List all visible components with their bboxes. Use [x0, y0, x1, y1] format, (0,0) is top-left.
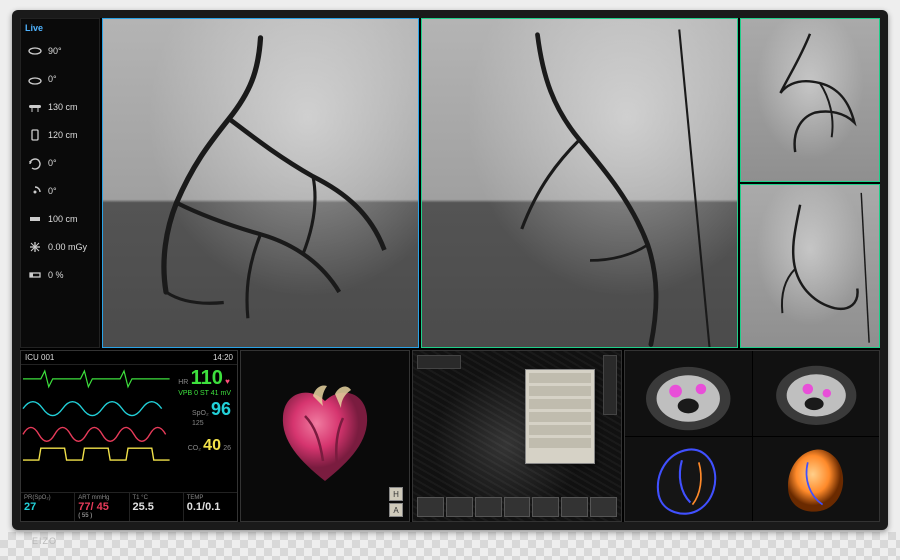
control-value: 0 % [48, 270, 64, 280]
control-value: 0.00 mGy [48, 242, 87, 252]
waveform-area: HR 110 ♥ VPB 0 ST 41 mV SpO₂ 96 125 CO₂ … [21, 365, 237, 492]
brand-label: EIZO [32, 536, 57, 546]
ct-axial-1[interactable] [625, 351, 752, 436]
settings-dialog[interactable] [525, 369, 595, 464]
hr-label: HR [178, 379, 188, 386]
control-gantry-angle[interactable]: 90° [23, 37, 97, 65]
workstation-side-toolbar[interactable] [603, 355, 617, 415]
heart-3d-render[interactable]: H A [240, 350, 410, 522]
ct-axial-2[interactable] [753, 351, 880, 436]
vitals-monitor[interactable]: ICU 001 14:20 HR [20, 350, 238, 522]
vessel-overlay [103, 19, 418, 348]
dose-icon [26, 239, 44, 255]
angiogram-main-2[interactable] [421, 18, 738, 348]
control-c-arm-tilt[interactable]: 0° [23, 177, 97, 205]
co2-sub: 26 [223, 445, 231, 452]
spo2-value: 96 [211, 399, 231, 419]
control-value: 90° [48, 46, 62, 56]
control-table-height[interactable]: 130 cm [23, 93, 97, 121]
ct-recon-orange[interactable] [753, 437, 880, 522]
control-value: 100 cm [48, 214, 78, 224]
co2-value: 40 [203, 437, 221, 454]
detector-angle-icon [26, 71, 44, 87]
heart-icon [265, 376, 385, 496]
angiogram-thumb-2[interactable] [740, 184, 880, 348]
monitor-bezel: EIZO Live 90°0°130 cm120 cm0°0°100 cm0.0… [12, 10, 888, 530]
vitals-t1c: T1 °C25.5 [130, 493, 184, 521]
control-value: 0° [48, 74, 57, 84]
table-height-icon [26, 99, 44, 115]
clock: 14:20 [213, 353, 233, 362]
thumbnail-strip[interactable] [417, 497, 617, 517]
co2-label: CO₂ [188, 445, 201, 452]
fluoroscopy-controls: Live 90° 0° 130 cm 120 cm 0° 0° 100 cm 0.00 mGy… [20, 18, 100, 348]
sid-icon [26, 127, 44, 143]
control-sid[interactable]: 120 cm [23, 121, 97, 149]
control-value: 130 cm [48, 102, 78, 112]
control-value: 0° [48, 186, 57, 196]
ct-recon-blue[interactable] [625, 437, 752, 522]
vessel-overlay [422, 19, 737, 348]
control-value: 120 cm [48, 130, 78, 140]
control-detector-angle[interactable]: 0° [23, 65, 97, 93]
hr-value: 110 [191, 367, 223, 389]
control-dose[interactable]: 0.00 mGy [23, 233, 97, 261]
live-indicator: Live [23, 23, 97, 37]
vitals-artmmhg: ART mmHg77/ 45( 55 ) [75, 493, 129, 521]
workstation-toolbar[interactable] [417, 355, 461, 369]
collimator-icon [26, 211, 44, 227]
orientation-cube-a[interactable]: A [389, 503, 403, 517]
c-arm-rot-icon [26, 155, 44, 171]
c-arm-tilt-icon [26, 183, 44, 199]
room-label: ICU 001 [25, 353, 54, 362]
analysis-workstation[interactable] [412, 350, 622, 522]
hr-aux: VPB 0 ST 41 mV [178, 390, 231, 397]
control-collimator[interactable]: 100 cm [23, 205, 97, 233]
orientation-cube-h[interactable]: H [389, 487, 403, 501]
gantry-angle-icon [26, 43, 44, 59]
screen: Live 90° 0° 130 cm 120 cm 0° 0° 100 cm 0.00 mGy… [20, 18, 880, 522]
filter-icon [26, 267, 44, 283]
angiogram-main-1[interactable] [102, 18, 419, 348]
spo2-label: SpO₂ [192, 410, 209, 417]
spo2-sub: 125 [192, 420, 231, 427]
control-filter[interactable]: 0 % [23, 261, 97, 289]
ct-quadview[interactable] [624, 350, 880, 522]
angiogram-thumb-1[interactable] [740, 18, 880, 182]
vitals-temp: TEMP0.1/0.1 [184, 493, 237, 521]
vitals-prspo: PR(SpO₂)27 [21, 493, 75, 521]
control-value: 0° [48, 158, 57, 168]
control-c-arm-rot[interactable]: 0° [23, 149, 97, 177]
